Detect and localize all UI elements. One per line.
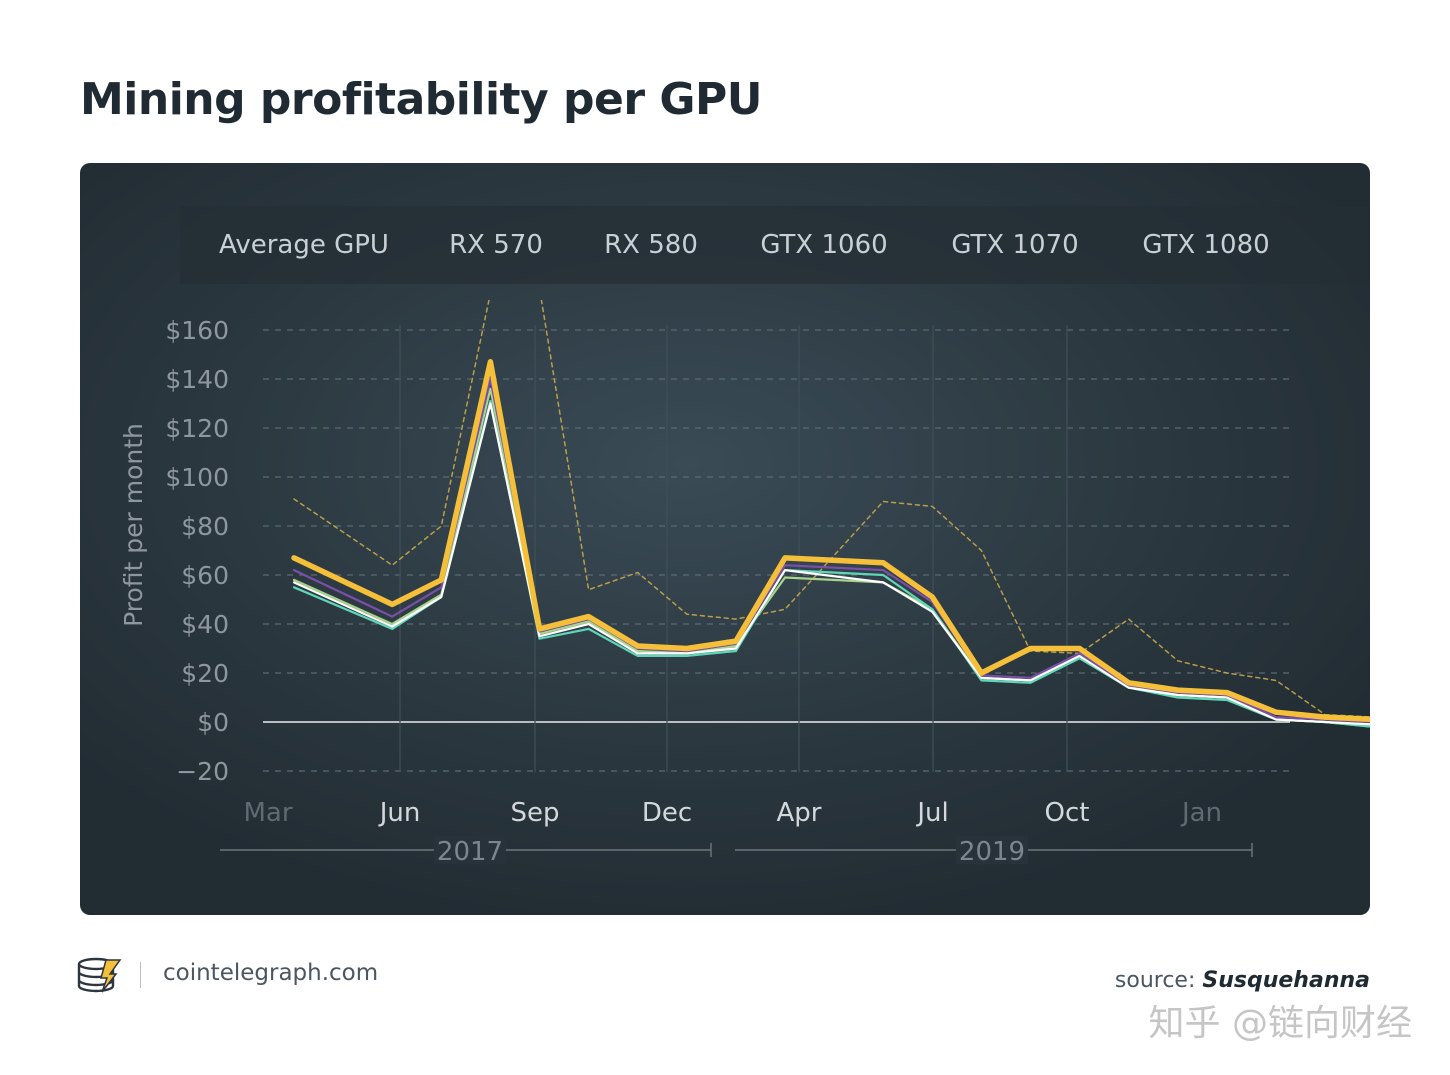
- legend-item-average-gpu[interactable]: Average GPU: [219, 230, 389, 260]
- grid-lines: [263, 325, 1290, 772]
- x-tick-label: Sep: [510, 798, 559, 828]
- y-tick-label: $140: [165, 365, 229, 394]
- y-axis-label: Profit per month: [119, 423, 148, 627]
- y-tick-label: $40: [181, 610, 229, 639]
- source-label: source:: [1114, 968, 1196, 993]
- legend-item-rx-570[interactable]: RX 570: [449, 230, 543, 260]
- y-tick-label: $160: [165, 316, 229, 345]
- series-line-1: [292, 387, 1370, 728]
- page-title: Mining profitability per GPU: [80, 74, 763, 125]
- x-tick-label: Mar: [243, 798, 292, 828]
- x-tick-label: Jul: [915, 798, 948, 828]
- series-line-2: [292, 399, 1370, 728]
- y-tick-label: −20: [176, 757, 229, 786]
- source-name: Susquehanna: [1202, 968, 1370, 993]
- source-credit: source: Susquehanna: [1115, 968, 1370, 993]
- series-line-0: [293, 300, 1370, 718]
- year-label: 2019: [959, 837, 1025, 867]
- year-label-bg: [956, 836, 1028, 864]
- legend-item-gtx-1060[interactable]: GTX 1060: [760, 230, 888, 260]
- y-tick-label: $60: [181, 561, 229, 590]
- series-lines: [291, 300, 1370, 728]
- x-tick-label: Dec: [642, 798, 692, 828]
- x-tick-label: Apr: [777, 798, 822, 828]
- y-tick-label: $100: [165, 463, 229, 492]
- y-tick-label: $20: [181, 659, 229, 688]
- legend-item-gtx-1080[interactable]: GTX 1080: [1142, 230, 1270, 260]
- footer-separator: [140, 962, 141, 988]
- legend-item-gtx-1070[interactable]: GTX 1070: [951, 230, 1079, 260]
- x-tick-label: Oct: [1045, 798, 1090, 828]
- x-tick-label: Jan: [1180, 798, 1222, 828]
- chart-panel: Average GPU RX 570 RX 580 GTX 1060 GTX 1…: [80, 163, 1370, 915]
- year-label: 2017: [437, 837, 503, 867]
- series-line-5: [291, 359, 1370, 723]
- footer-site-link[interactable]: cointelegraph.com: [163, 960, 379, 986]
- watermark: 知乎 @链向财经: [1148, 1003, 1412, 1044]
- year-label-bg: [434, 836, 506, 864]
- axes: $160 $140 $120 $100 $80 $60 $40 $20 $0 −20 Mar Jun S…: [119, 316, 1253, 867]
- y-tick-label: $80: [181, 512, 229, 541]
- x-tick-label: Jun: [378, 798, 421, 828]
- y-tick-label: $120: [165, 414, 229, 443]
- y-tick-label: $0: [197, 708, 229, 737]
- cointelegraph-logo-icon: [77, 957, 122, 993]
- series-line-3: [292, 402, 1370, 726]
- legend-item-rx-580[interactable]: RX 580: [604, 230, 698, 260]
- legend-bar: Average GPU RX 570 RX 580 GTX 1060 GTX 1…: [180, 206, 1370, 284]
- series-line-4: [292, 377, 1370, 723]
